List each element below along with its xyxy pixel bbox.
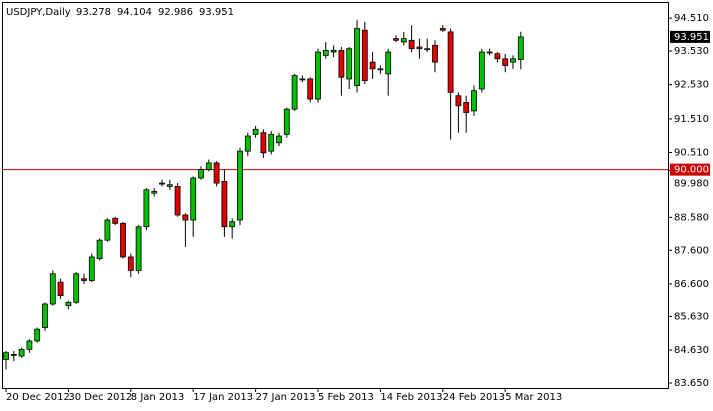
candle-body [369, 61, 376, 70]
y-tick-label: 93.530 [674, 46, 709, 57]
header-value: 94.104 [117, 7, 152, 18]
candle-body [127, 256, 134, 271]
candle-body [57, 281, 64, 297]
candle-body [330, 49, 337, 53]
candle-body [88, 256, 95, 281]
candle-body [96, 239, 103, 260]
candle-body [439, 28, 446, 31]
candle-body [221, 180, 228, 228]
candle-body [494, 53, 501, 60]
candle-body [135, 226, 142, 271]
candle-body [49, 273, 56, 305]
candle-body [81, 278, 87, 281]
x-tick-label: 17 Jan 2013 [193, 392, 253, 403]
header-value: 93.951 [199, 7, 234, 18]
candle-body [65, 301, 72, 307]
y-tick-label: 89.980 [674, 179, 709, 190]
x-tick-label: 5 Feb 2013 [318, 392, 374, 403]
candle-body [385, 51, 392, 75]
candle-body [455, 95, 462, 107]
candle-body [190, 177, 197, 221]
candle-body [346, 48, 353, 80]
chart-title: USDJPY,Daily [6, 7, 71, 18]
candle-body [34, 328, 41, 342]
candle-body [424, 48, 431, 51]
y-tick-label: 88.580 [674, 212, 709, 223]
y-tick-label: 83.650 [674, 378, 709, 389]
candle-body [486, 51, 493, 54]
candle-body [307, 78, 314, 100]
candle-body [502, 58, 509, 66]
candle-body [471, 90, 477, 112]
candle-body [143, 189, 150, 228]
x-tick-label: 20 Dec 2012 [6, 392, 70, 403]
y-tick-label: 90.510 [674, 147, 709, 158]
candle-body [26, 340, 33, 350]
level-label-box [670, 163, 710, 176]
candle-body [447, 31, 454, 93]
candle-body [3, 352, 9, 360]
y-tick-label: 87.600 [674, 245, 709, 256]
x-tick-label: 8 Jan 2013 [131, 392, 185, 403]
candle-body [510, 58, 516, 63]
candle-body [432, 44, 438, 63]
candle-body [299, 78, 306, 81]
candle-body [174, 186, 181, 216]
x-tick-label: 14 Feb 2013 [380, 392, 442, 403]
candle-body [276, 135, 282, 144]
candle-body [18, 348, 25, 357]
y-tick-label: 85.630 [674, 311, 709, 322]
header-value: 93.278 [76, 7, 111, 18]
candle-body [416, 46, 423, 50]
candle-body [229, 221, 236, 228]
price-label: 93.951 [674, 32, 709, 43]
y-tick-label: 84.630 [674, 345, 709, 356]
candle-body [393, 38, 399, 41]
y-tick-label: 86.600 [674, 279, 709, 290]
plot-frame [2, 2, 669, 389]
candle-body [408, 39, 415, 50]
x-tick-label: 5 Mar 2013 [505, 392, 562, 403]
candle-body [291, 75, 298, 110]
candle-body [463, 102, 470, 113]
candle-body [205, 162, 212, 171]
candle-body [244, 135, 251, 152]
candle-body [166, 184, 173, 187]
y-tick-label: 94.510 [674, 13, 709, 24]
candle-body [159, 182, 165, 185]
candle-body [104, 219, 111, 241]
header-value: 92.986 [158, 7, 193, 18]
y-tick-label: 92.530 [674, 80, 709, 91]
candle-body [237, 150, 243, 221]
candle-body [338, 49, 345, 78]
candle-body [322, 49, 329, 56]
candle-body [182, 214, 189, 221]
candle-body [354, 28, 360, 87]
candle-body [517, 36, 524, 60]
candle-body [42, 303, 48, 328]
candle-body [315, 51, 321, 100]
candle-body [120, 222, 126, 258]
candle-body [112, 217, 119, 224]
candle-body [10, 354, 17, 356]
candle-body [213, 162, 220, 184]
candle-body [252, 128, 259, 135]
x-tick-label: 27 Jan 2013 [256, 392, 316, 403]
price-label-box [670, 30, 710, 43]
x-tick-label: 30 Dec 2012 [68, 392, 132, 403]
candle-body [198, 169, 204, 179]
candle-body [478, 51, 485, 90]
candle-body [377, 68, 384, 71]
candle-body [268, 133, 275, 152]
y-tick-label: 91.510 [674, 114, 709, 125]
x-tick-label: 24 Feb 2013 [443, 392, 505, 403]
candle-body [260, 132, 267, 154]
candle-body [151, 191, 158, 194]
level-label: 90.000 [674, 165, 709, 176]
candle-body [361, 29, 368, 82]
candle-body [73, 273, 80, 303]
candle-body [400, 38, 407, 43]
candle-body [283, 108, 290, 135]
